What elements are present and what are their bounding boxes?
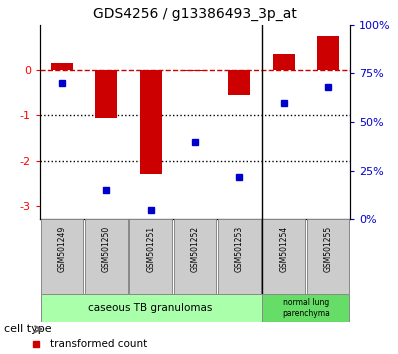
Bar <box>228 70 250 95</box>
Text: GSM501254: GSM501254 <box>279 225 288 272</box>
Text: GSM501253: GSM501253 <box>235 225 244 272</box>
Text: cell type: cell type <box>4 324 52 334</box>
FancyBboxPatch shape <box>41 219 83 294</box>
FancyBboxPatch shape <box>262 219 305 294</box>
Text: GSM501250: GSM501250 <box>102 225 111 272</box>
Title: GDS4256 / g13386493_3p_at: GDS4256 / g13386493_3p_at <box>93 7 297 21</box>
Text: GSM501252: GSM501252 <box>191 225 199 272</box>
Bar <box>273 54 295 70</box>
FancyBboxPatch shape <box>218 219 261 294</box>
FancyBboxPatch shape <box>85 219 128 294</box>
FancyBboxPatch shape <box>307 219 349 294</box>
Bar <box>184 70 206 71</box>
Text: normal lung
parenchyma: normal lung parenchyma <box>282 298 330 318</box>
Bar <box>95 70 117 118</box>
Text: GSM501255: GSM501255 <box>324 225 333 272</box>
Bar <box>140 70 162 174</box>
Text: caseous TB granulomas: caseous TB granulomas <box>88 303 213 313</box>
Bar <box>317 36 339 70</box>
Text: GSM501251: GSM501251 <box>146 225 155 272</box>
Text: GSM501249: GSM501249 <box>57 225 66 272</box>
FancyBboxPatch shape <box>129 219 172 294</box>
Text: transformed count: transformed count <box>50 339 147 349</box>
Bar <box>51 63 73 70</box>
FancyBboxPatch shape <box>262 294 349 322</box>
FancyBboxPatch shape <box>41 294 261 322</box>
FancyBboxPatch shape <box>174 219 216 294</box>
